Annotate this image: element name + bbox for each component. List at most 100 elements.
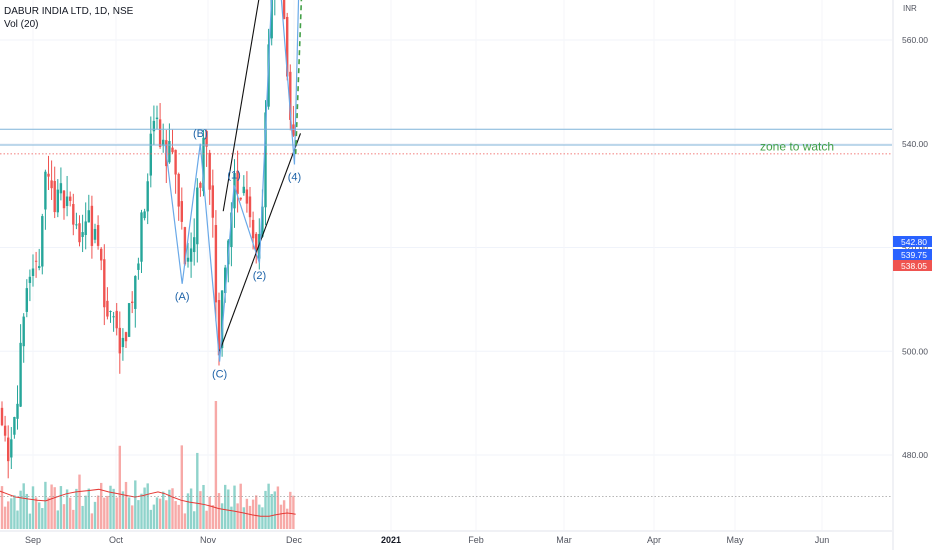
volume-bar	[81, 505, 84, 529]
candle-body	[28, 276, 32, 283]
volume-bar	[183, 513, 187, 529]
volume-bar	[124, 481, 128, 529]
candle-body	[180, 201, 183, 222]
candle-body	[202, 137, 205, 192]
time-tick-label: Dec	[286, 535, 303, 545]
volume-bar	[236, 503, 239, 529]
candle-body	[270, 0, 273, 39]
volume-bar	[59, 486, 63, 529]
volume-bar	[270, 494, 273, 529]
volume-bar	[127, 497, 131, 529]
time-tick-label: Mar	[556, 535, 572, 545]
price-tag-label: 539.75	[901, 250, 927, 260]
candle-body	[44, 171, 47, 210]
candle-body	[78, 223, 81, 243]
volume-bar	[28, 513, 32, 529]
candle-body	[103, 259, 106, 308]
volume-bar	[180, 445, 183, 529]
candle-body	[193, 237, 196, 253]
volume-bar	[276, 486, 280, 529]
volume-bar	[189, 488, 193, 529]
volume-bar	[261, 507, 264, 529]
candle-body	[174, 149, 177, 175]
candle-body	[155, 117, 159, 120]
candle-body	[239, 197, 242, 200]
volume-bar	[106, 495, 109, 529]
volume-bar	[16, 510, 19, 529]
candle-body	[282, 0, 286, 20]
candle-body	[124, 332, 128, 342]
volume-bar	[267, 483, 270, 529]
candle-body	[84, 221, 87, 235]
volume-bar	[205, 510, 208, 529]
candle-body	[261, 206, 264, 237]
candle-body	[47, 173, 50, 177]
candle-body	[87, 210, 90, 223]
candle-body	[41, 216, 44, 267]
candle-body	[255, 233, 258, 254]
volume-bar	[115, 497, 118, 529]
volume-bar	[112, 488, 115, 529]
volume-bar	[109, 485, 112, 529]
candle-body	[81, 232, 84, 237]
volume-bar	[217, 493, 221, 529]
candle-body	[100, 248, 103, 261]
volume-bar	[255, 495, 258, 529]
candle-body	[189, 248, 193, 262]
candle-body	[186, 257, 190, 262]
volume-bar	[289, 491, 292, 529]
volume-bar	[100, 482, 103, 529]
candle-body	[158, 119, 162, 147]
time-tick-label: Oct	[109, 535, 124, 545]
volume-bar	[258, 504, 261, 529]
volume-bar	[34, 497, 38, 529]
volume-bar	[44, 481, 47, 529]
candle-body	[25, 288, 28, 312]
volume-bar	[19, 490, 22, 529]
candle-body	[183, 227, 187, 265]
wave-label: (2)	[253, 270, 266, 282]
time-tick-label: Apr	[647, 535, 661, 545]
candle-body	[242, 186, 245, 194]
candle-body	[149, 133, 152, 176]
volume-bar	[50, 484, 53, 529]
wave-label: (B)	[193, 128, 208, 140]
volume-bar	[202, 484, 205, 529]
volume-bar	[227, 489, 230, 529]
candle-body	[16, 403, 19, 419]
volume-bar	[196, 452, 199, 529]
volume-bar	[186, 493, 190, 529]
candle-body	[118, 327, 121, 354]
candle-body	[134, 276, 137, 309]
wedge-line	[222, 0, 260, 212]
candle-body	[230, 212, 233, 248]
volume-bar	[90, 513, 94, 529]
volume-bar	[165, 500, 168, 529]
candle-body	[137, 263, 140, 270]
candle-body	[248, 196, 252, 218]
candle-body	[236, 170, 239, 194]
volume-ma-line	[0, 488, 296, 517]
volume-bar	[177, 504, 180, 529]
volume-bar	[168, 489, 171, 529]
candle-body	[196, 187, 199, 245]
candle-body	[53, 180, 56, 213]
zone-annotation: zone to watch	[760, 139, 834, 153]
volume-bar	[41, 508, 44, 529]
volume-bar	[47, 497, 50, 529]
volume-bar	[78, 474, 81, 529]
time-tick-label: Sep	[25, 535, 41, 545]
candle-body	[146, 181, 149, 212]
candle-body	[224, 267, 227, 294]
volume-bar	[155, 497, 159, 529]
candle-body	[34, 260, 38, 262]
candle-body	[264, 112, 267, 208]
candle-body	[115, 310, 118, 329]
volume-bar	[239, 483, 242, 529]
candle-body	[13, 417, 16, 435]
candle-body	[10, 439, 13, 458]
volume-bar	[121, 491, 125, 529]
candle-body	[208, 152, 211, 190]
